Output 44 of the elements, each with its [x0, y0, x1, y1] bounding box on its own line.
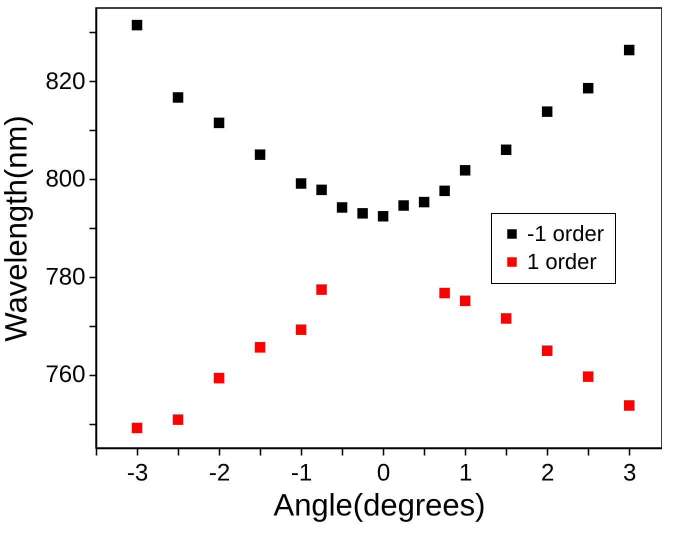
- point: [296, 324, 306, 335]
- point: [624, 400, 634, 411]
- legend-label: -1 order: [527, 221, 604, 246]
- point: [132, 20, 142, 30]
- point: [172, 414, 184, 425]
- x-tick-label: -1: [290, 460, 312, 486]
- point: [132, 422, 142, 434]
- x-tick-label: 0: [376, 460, 390, 486]
- x-tick-label: -2: [208, 460, 230, 486]
- x-axis-title: Angle(degrees): [274, 488, 486, 522]
- x-tick-label: 1: [458, 460, 472, 486]
- point: [254, 342, 266, 353]
- x-tick-label: -3: [126, 460, 148, 486]
- y-tick-label: 760: [45, 361, 86, 388]
- point: [542, 106, 552, 117]
- y-tick-label: 800: [45, 166, 86, 193]
- point: [316, 284, 327, 295]
- point: [542, 345, 552, 356]
- point: [214, 372, 224, 384]
- y-tick-label: 780: [45, 263, 86, 290]
- point: [500, 313, 512, 324]
- y-tick-label: 820: [45, 68, 86, 95]
- point: [357, 208, 368, 219]
- x-tick-label: 3: [623, 460, 636, 486]
- point: [500, 144, 512, 156]
- point: [418, 196, 430, 208]
- point: [460, 165, 470, 176]
- point: [254, 149, 266, 160]
- point: [582, 82, 594, 94]
- point: [336, 202, 348, 213]
- point: [582, 371, 594, 382]
- point: [460, 296, 470, 306]
- point: [398, 200, 409, 211]
- point: [214, 118, 224, 128]
- y-axis-title: Wavelength(nm): [0, 115, 34, 342]
- point: [378, 211, 388, 222]
- point: [316, 184, 327, 196]
- x-tick-label: 2: [540, 460, 554, 486]
- legend-label: 1 order: [527, 249, 597, 274]
- point: [439, 186, 450, 196]
- point: [172, 92, 184, 103]
- point: [296, 178, 306, 189]
- point: [624, 44, 634, 56]
- point: [439, 288, 450, 298]
